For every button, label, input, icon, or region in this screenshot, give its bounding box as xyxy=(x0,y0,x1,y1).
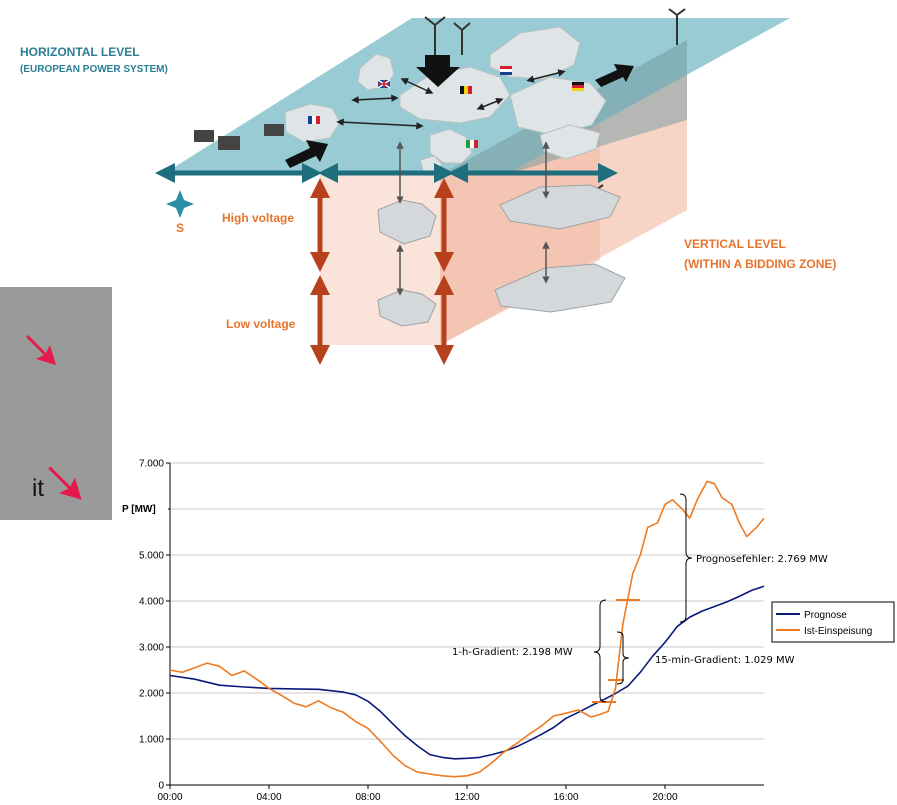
solar-panel-icon xyxy=(194,124,284,150)
compass-icon xyxy=(166,190,194,218)
compass-letter: S xyxy=(176,221,184,235)
red-arrow-icon xyxy=(48,466,82,500)
power-forecast-chart: 0 1.000 2.000 3.000 4.000 5.000 7.000 00:00 04:… xyxy=(120,459,895,803)
annotation-braces xyxy=(593,493,693,703)
vertical-level-title: VERTICAL LEVEL xyxy=(684,237,786,251)
sub-region-arrows xyxy=(396,141,550,296)
grey-side-panel: it xyxy=(0,287,112,520)
y-tick-label: 0 xyxy=(158,781,164,792)
country-flags xyxy=(308,66,584,148)
gradient-15min-annotation: 15-min-Gradient: 1.029 MW xyxy=(655,655,795,666)
x-tick-label: 20:00 xyxy=(652,792,677,803)
vertical-level-subtitle: (WITHIN A BIDDING ZONE) xyxy=(684,257,836,271)
horizontal-level-subtitle: (EUROPEAN POWER SYSTEM) xyxy=(20,64,168,75)
legend-box xyxy=(771,601,895,643)
horizontal-level-title: HORIZONTAL LEVEL xyxy=(20,45,140,59)
y-tick-label: 4.000 xyxy=(139,597,164,608)
red-arrow-icon xyxy=(26,335,56,365)
y-tick-label: 5.000 xyxy=(139,551,164,562)
gradient-1h-annotation: 1-h-Gradient: 2.198 MW xyxy=(452,647,573,658)
y-axis-label: P [MW] xyxy=(122,504,156,515)
prognosefehler-annotation: Prognosefehler: 2.769 MW xyxy=(696,554,828,565)
chart-series xyxy=(169,480,765,778)
legend-label-prognose: Prognose xyxy=(804,610,847,621)
vertical-arrows xyxy=(310,178,454,365)
series-line-ist-einspeisung xyxy=(169,480,765,778)
gradient-1h-brace xyxy=(593,599,607,703)
x-tick-label: 04:00 xyxy=(256,792,281,803)
exchange-arrows xyxy=(336,69,566,130)
x-tick-label: 00:00 xyxy=(157,792,182,803)
low-voltage-label: Low voltage xyxy=(226,317,296,331)
legend-label-ist: Ist-Einspeisung xyxy=(804,626,872,637)
x-tick-label: 08:00 xyxy=(355,792,380,803)
prognosefehler-brace xyxy=(679,493,693,623)
y-tick-label: 1.000 xyxy=(139,735,164,746)
series-line-prognose xyxy=(169,585,765,760)
chart-grid xyxy=(170,462,764,740)
x-axis-ticks: 00:00 04:00 08:00 12:00 16:00 20:00 xyxy=(157,785,678,803)
ylabel-box xyxy=(120,500,168,516)
side-panel-text: it xyxy=(32,475,44,502)
high-voltage-label: High voltage xyxy=(222,211,294,225)
chart-legend: Prognose Ist-Einspeisung xyxy=(771,601,895,643)
y-tick-label: 7.000 xyxy=(139,459,164,470)
x-tick-label: 16:00 xyxy=(553,792,578,803)
y-tick-label: 3.000 xyxy=(139,643,164,654)
sub-region-maps xyxy=(377,184,626,327)
power-system-diagram: S HORIZONTAL LEVEL (EUROPEAN POWER SYSTE… xyxy=(20,8,836,365)
gradient-15min-brace xyxy=(616,631,630,685)
flow-arrows xyxy=(285,55,634,168)
y-tick-label: 2.000 xyxy=(139,689,164,700)
x-tick-label: 12:00 xyxy=(454,792,479,803)
